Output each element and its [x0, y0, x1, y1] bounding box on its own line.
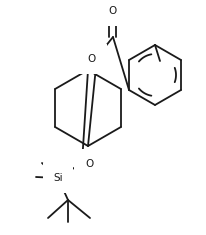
- Text: O: O: [85, 159, 93, 169]
- Text: Si: Si: [53, 173, 63, 183]
- Text: O: O: [88, 54, 96, 64]
- Text: O: O: [109, 6, 117, 16]
